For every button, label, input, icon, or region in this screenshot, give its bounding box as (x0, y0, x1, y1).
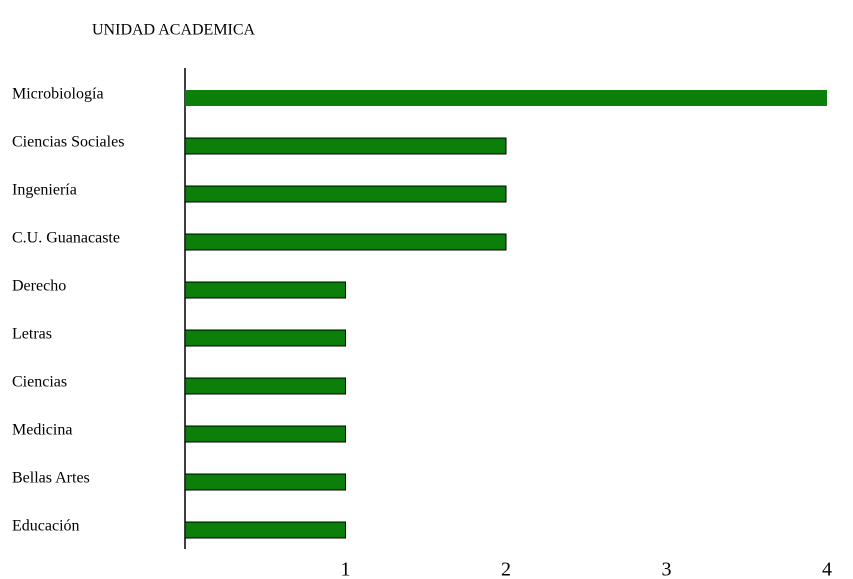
y-tick-label: Educación (12, 518, 80, 535)
bar (184, 425, 346, 443)
bar (185, 90, 827, 106)
y-tick-label: Microbiología (12, 86, 104, 103)
x-tick-label: 1 (341, 559, 351, 579)
bar (184, 329, 346, 347)
bar (184, 233, 507, 251)
y-tick-label: Letras (12, 326, 52, 343)
x-tick-label: 4 (822, 559, 832, 579)
y-tick-label: Ciencias Sociales (12, 134, 124, 151)
bar (184, 185, 507, 203)
bar (184, 281, 346, 299)
y-tick-label: C.U. Guanacaste (12, 230, 120, 247)
bar (184, 473, 346, 491)
y-tick-label: Ciencias (12, 374, 67, 391)
bar (184, 377, 346, 395)
y-tick-label: Medicina (12, 422, 72, 439)
bar (184, 137, 507, 155)
y-tick-label: Derecho (12, 278, 66, 295)
y-tick-label: Ingeniería (12, 182, 77, 199)
chart-title: UNIDAD ACADEMICA (92, 22, 256, 39)
y-tick-label: Bellas Artes (12, 470, 90, 487)
x-tick-label: 3 (662, 559, 672, 579)
bar (184, 521, 346, 539)
x-tick-label: 2 (501, 559, 511, 579)
